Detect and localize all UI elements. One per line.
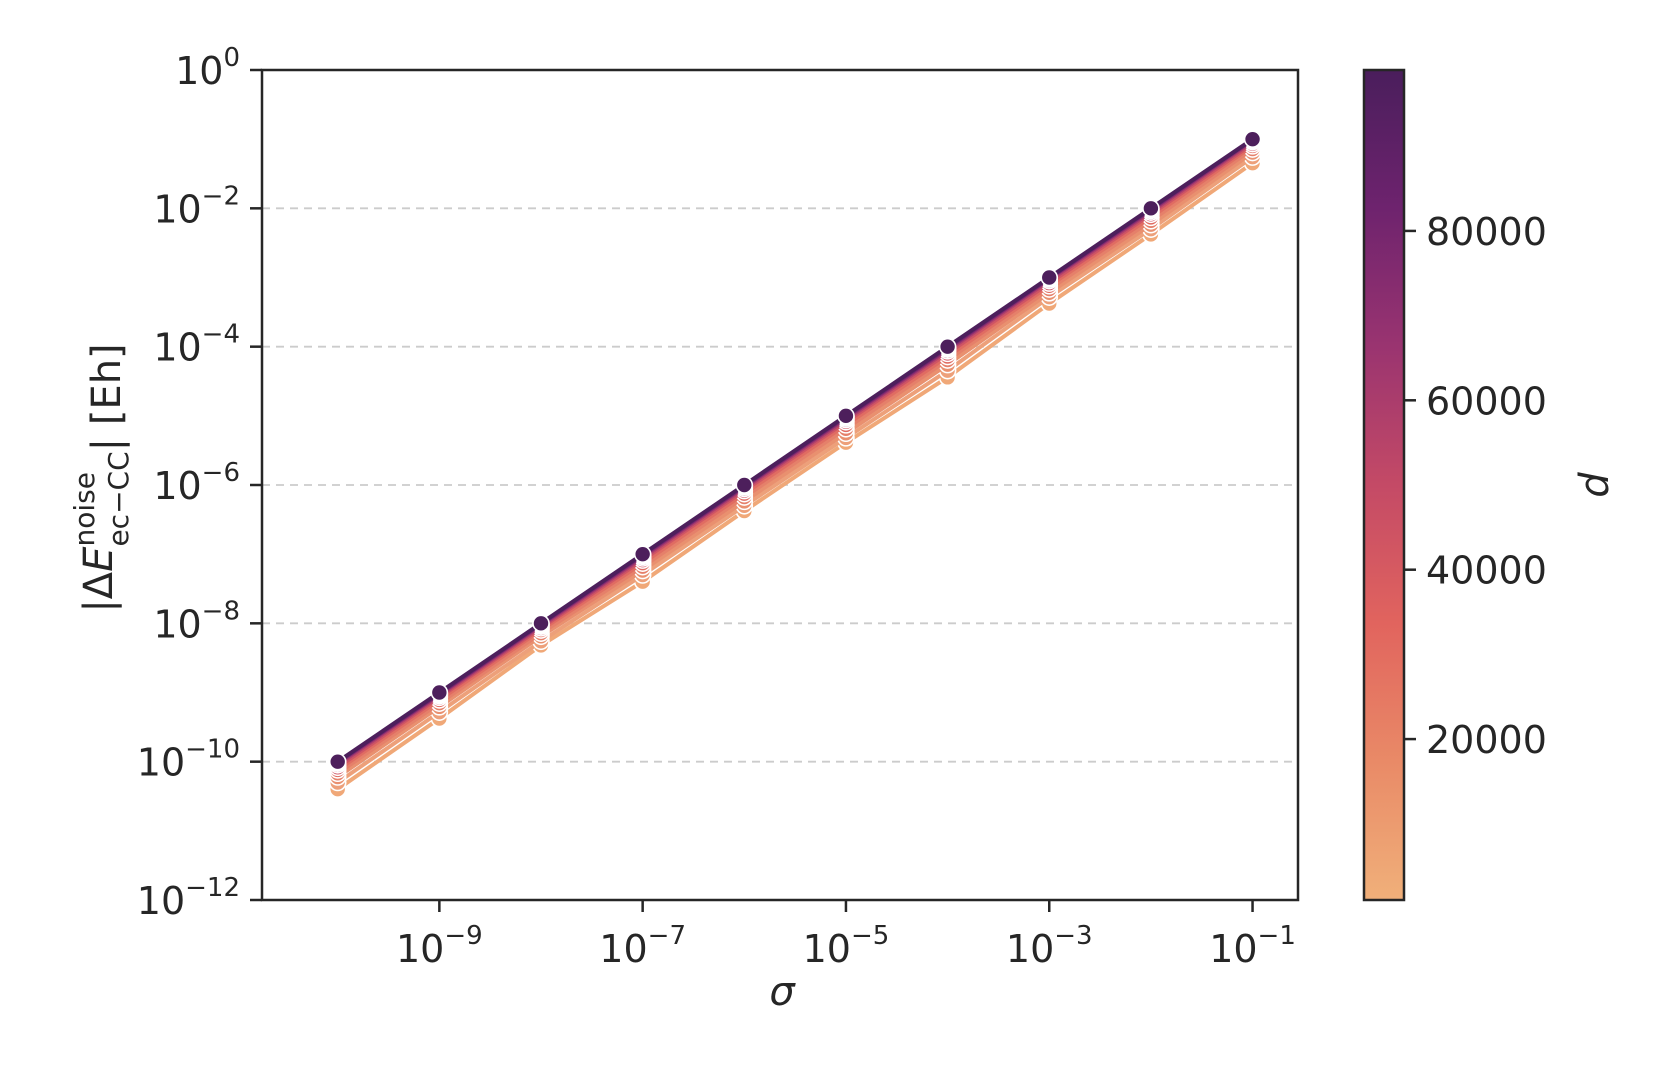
y-label-prefix: |Δ <box>76 571 122 612</box>
data-point <box>837 407 855 425</box>
colorbar-tick-label: 40000 <box>1426 549 1547 593</box>
series-line <box>336 147 1254 775</box>
colorbar-tick-label: 80000 <box>1426 210 1547 254</box>
data-point <box>735 476 754 494</box>
y-tick-label: 10−4 <box>153 320 240 370</box>
y-tick-base: 10 <box>153 602 201 646</box>
y-tick-base: 10 <box>153 326 201 370</box>
series-line <box>336 161 1254 791</box>
series-line <box>336 150 1254 779</box>
data-point <box>1243 130 1262 148</box>
y-tick-exponent: −10 <box>185 735 240 765</box>
x-tick-base: 10 <box>1006 927 1054 971</box>
y-tick-base: 10 <box>175 49 223 93</box>
x-tick-exponent: −3 <box>1054 921 1092 951</box>
y-tick-exponent: −8 <box>202 596 240 626</box>
y-tick-base: 10 <box>137 741 185 785</box>
y-tick-label: 10−2 <box>153 181 240 231</box>
y-label-superscript: noise <box>68 472 101 546</box>
y-label-suffix: | [Eh] <box>84 343 130 451</box>
y-tick-exponent: −2 <box>202 181 240 211</box>
x-axis-ticks: 10−9 10−7 10−5 10−3 10−1 <box>396 900 1296 971</box>
x-tick-base: 10 <box>1209 927 1257 971</box>
x-tick-exponent: −9 <box>444 921 482 951</box>
x-tick-label: 10−9 <box>396 921 483 971</box>
y-label-symbol: E <box>76 546 122 572</box>
x-tick-exponent: −1 <box>1258 921 1296 951</box>
y-label-subscript: ec−CC <box>102 451 135 546</box>
x-tick-label: 10−7 <box>599 921 686 971</box>
y-tick-base: 10 <box>153 187 201 231</box>
data-point <box>532 614 550 633</box>
data-point <box>328 752 347 771</box>
series-line <box>336 155 1254 785</box>
y-tick-label: 10−10 <box>137 735 240 785</box>
y-tick-label: 10−12 <box>137 873 240 923</box>
colorbar-tick-label: 20000 <box>1426 718 1547 762</box>
colorbar-ticks: 20000 40000 60000 80000 <box>1404 210 1547 762</box>
colorbar-label: d <box>1572 472 1618 498</box>
colorbar <box>1362 68 1406 902</box>
data-point <box>938 337 957 356</box>
x-tick-exponent: −5 <box>851 921 889 951</box>
y-tick-label: 10−6 <box>153 458 240 508</box>
x-tick-base: 10 <box>396 927 444 971</box>
y-tick-label: 100 <box>175 43 240 93</box>
data-point <box>1040 268 1059 287</box>
data-point <box>633 545 652 563</box>
series-group <box>328 130 1262 798</box>
y-tick-base: 10 <box>153 464 201 508</box>
y-axis-label: |ΔEnoiseec−CC| [Eh] <box>68 343 135 612</box>
series-d-95000 <box>328 130 1262 771</box>
colorbar-tick-label: 60000 <box>1426 379 1547 423</box>
y-tick-exponent: 0 <box>223 43 240 73</box>
x-tick-label: 10−5 <box>803 921 890 971</box>
y-tick-base: 10 <box>137 879 185 923</box>
x-tick-base: 10 <box>599 927 647 971</box>
data-point <box>1142 199 1160 218</box>
y-tick-exponent: −6 <box>202 458 240 488</box>
x-axis-label: σ <box>769 969 796 1015</box>
x-tick-label: 10−3 <box>1006 921 1093 971</box>
x-tick-label: 10−1 <box>1209 921 1296 971</box>
data-point <box>430 683 449 702</box>
x-tick-exponent: −7 <box>648 921 686 951</box>
series-line <box>336 137 1254 764</box>
y-tick-label: 10−8 <box>153 596 240 646</box>
y-tick-exponent: −4 <box>202 320 240 350</box>
x-tick-base: 10 <box>803 927 851 971</box>
y-tick-exponent: −12 <box>185 873 240 903</box>
